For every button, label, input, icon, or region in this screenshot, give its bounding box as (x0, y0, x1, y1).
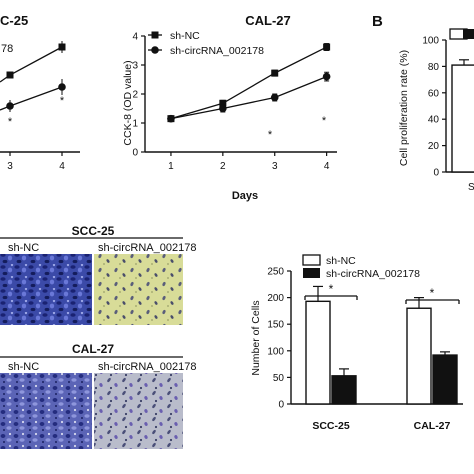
panel-b-y-axis-label: Cell proliferation rate (%) (398, 50, 410, 166)
panel-b-y-tick-label: 80 (428, 62, 440, 73)
line-series-shcirc (170, 75, 327, 120)
bar-significance-star: * (430, 286, 435, 300)
bar-chart-y-tick-label: 150 (267, 320, 284, 331)
panel-b-y-tick-label: 20 (428, 141, 440, 152)
bar-legend-swatch-shcirc (303, 268, 320, 278)
cal27-cck8-line-chart: CAL-27 CCK-8 (OD value) Days sh-NC sh-ci… (122, 13, 337, 202)
legend-label-shNC: sh-NC (170, 30, 200, 42)
line-data-point-shcirc (270, 93, 279, 102)
bar-legend-label-shNC: sh-NC (326, 255, 356, 267)
bar-chart-y-tick-label: 100 (267, 346, 284, 357)
number-of-cells-bar-chart: Number of Cells sh-NC sh-circRNA_002178 … (250, 254, 463, 432)
line-chart-x-tick-label: 4 (324, 161, 330, 172)
line-series-shNC (170, 46, 327, 120)
line-chart-y-tick-label: 1 (132, 119, 138, 130)
bar-shcirc (331, 375, 357, 405)
bar-shcirc (432, 354, 458, 405)
micrograph-cal27-shNC (0, 373, 92, 449)
line-data-point-shNC (323, 43, 331, 51)
bar-chart-y-tick-label: 200 (267, 293, 284, 304)
line-chart-y-tick-label: 3 (132, 61, 138, 72)
panel-b-y-tick-label: 40 (428, 115, 440, 126)
line-data-point-shcirc (322, 72, 331, 81)
left-x-tick-label: 3 (7, 161, 13, 172)
bar-significance-star: * (329, 282, 334, 296)
left-data-point-shNC (6, 71, 14, 79)
bar-legend-swatch-shNC (302, 254, 321, 266)
bar-shNC (406, 307, 432, 405)
left-panel-title-fragment: C-25 (0, 13, 28, 28)
bar-chart-y-tick-label: 0 (278, 400, 284, 411)
panel-b-legend-swatch-filled (463, 29, 474, 39)
legend-marker-shcirc (151, 46, 159, 54)
micrograph-label-shNC: sh-NC (8, 361, 39, 373)
line-significance-star: * (322, 115, 327, 127)
line-data-point-shNC (271, 69, 279, 77)
line-significance-star: * (268, 129, 273, 141)
line-chart-y-axis-label: CCK-8 (OD value) (122, 60, 134, 145)
micrograph-title-scc25: SCC-25 (72, 224, 115, 238)
line-chart-y-tick-label: 2 (132, 90, 138, 101)
legend-marker-shNC (151, 31, 159, 39)
line-data-point-shcirc (219, 104, 227, 113)
left-x-tick-label: 4 (59, 161, 65, 172)
left-partial-panel: C-25 78 3 4 * * (0, 13, 80, 172)
left-significance-star: * (60, 95, 65, 107)
panel-b-x-label-fragment: S (468, 182, 474, 193)
line-chart-x-tick-label: 2 (220, 161, 226, 172)
bar-chart-y-tick-label: 250 (267, 267, 284, 278)
legend-label-shcirc: sh-circRNA_002178 (170, 45, 264, 57)
line-chart-title: CAL-27 (245, 13, 291, 28)
bar-chart-category-label: CAL-27 (414, 420, 451, 432)
line-chart-x-tick-label: 1 (168, 161, 174, 172)
panel-b-y-tick-label: 60 (428, 88, 440, 99)
left-significance-star: * (8, 116, 13, 128)
micrograph-label-shNC: sh-NC (8, 242, 39, 254)
left-legend-fragment: 78 (1, 43, 13, 55)
micrograph-scc25-shcirc (94, 254, 183, 325)
line-data-point-shcirc (167, 114, 175, 123)
micrograph-cal27-shcirc (94, 373, 183, 449)
bar-shNC (305, 300, 331, 405)
panel-b-bar (451, 64, 474, 173)
line-chart-y-tick-label: 4 (132, 32, 138, 43)
micrograph-title-cal27: CAL-27 (72, 342, 114, 356)
micrograph-panel: SCC-25 sh-NC sh-circRNA_002178 CAL-27 sh… (0, 224, 196, 449)
bar-chart-y-axis-label: Number of Cells (250, 300, 262, 375)
bar-chart-category-label: SCC-25 (312, 420, 350, 432)
line-chart-x-axis-label: Days (232, 190, 258, 202)
panel-b-y-tick-label: 0 (433, 168, 439, 179)
line-chart-y-tick-label: 0 (132, 148, 138, 159)
micrograph-label-shcirc: sh-circRNA_002178 (98, 361, 196, 373)
bar-chart-y-tick-label: 50 (273, 373, 285, 384)
line-chart-x-tick-label: 3 (272, 161, 278, 172)
bar-legend-label-shcirc: sh-circRNA_002178 (326, 268, 420, 280)
micrograph-label-shcirc: sh-circRNA_002178 (98, 242, 196, 254)
line-data-point-shNC (219, 99, 227, 107)
panel-b-y-tick-label: 100 (422, 36, 439, 47)
panel-b-proliferation-chart: B Cell proliferation rate (%) H S 020406… (372, 13, 474, 193)
micrograph-scc25-shNC (0, 254, 92, 325)
panel-b-label: B (372, 13, 383, 30)
